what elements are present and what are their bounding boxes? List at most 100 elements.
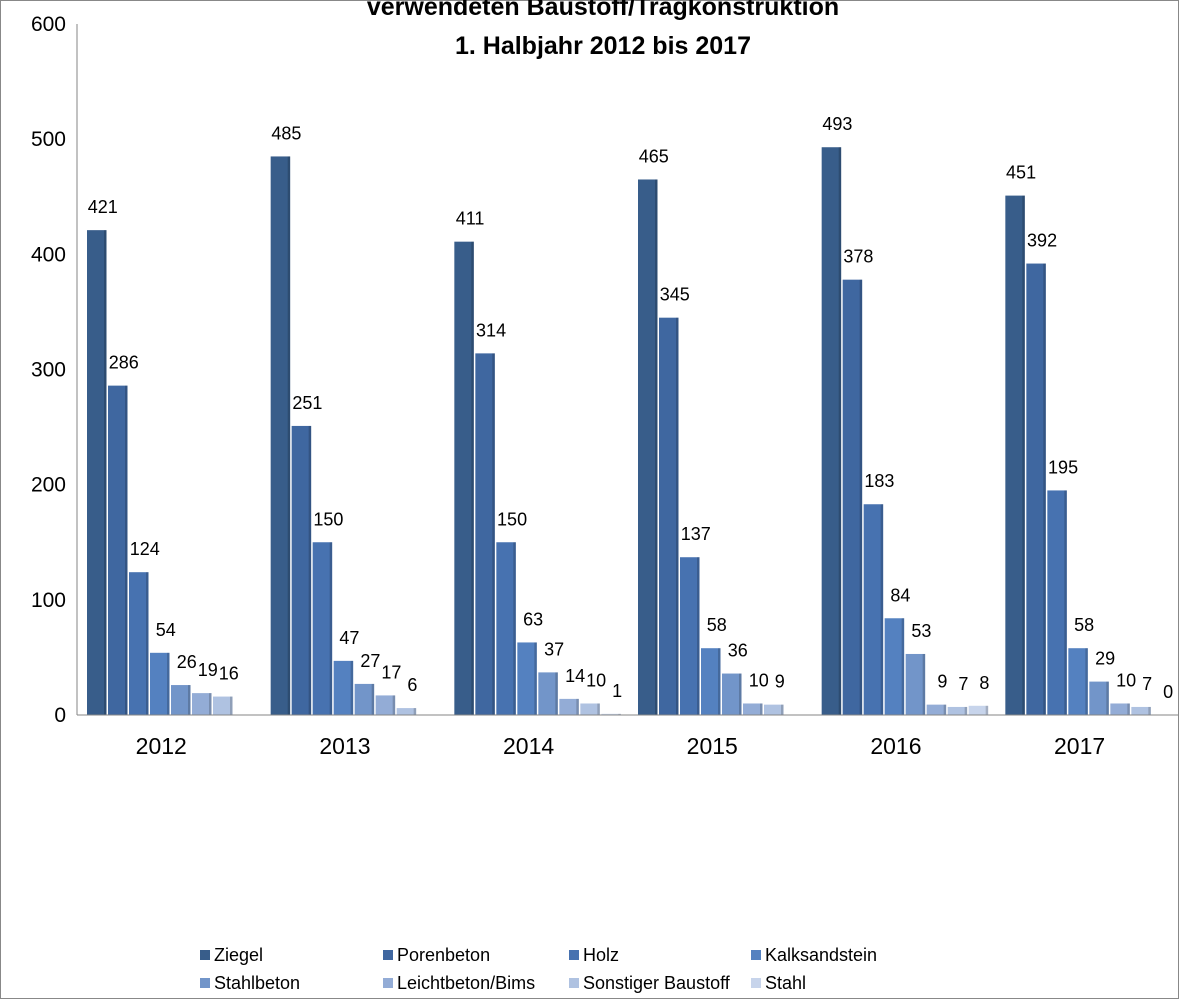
bar-shade <box>329 542 333 715</box>
data-label: 493 <box>822 114 852 134</box>
bar <box>213 696 233 715</box>
bar-shade <box>985 705 989 715</box>
bar <box>192 693 212 715</box>
data-label: 36 <box>728 641 748 661</box>
bar-shade <box>901 618 905 715</box>
x-axis-categories: 2012 2013 2014 2015 2016 2017 <box>136 733 1106 759</box>
data-label: 411 <box>456 209 485 229</box>
data-label: 137 <box>681 524 711 544</box>
legend-label: Stahl <box>765 973 806 993</box>
y-tick-label: 300 <box>31 359 66 382</box>
y-tick-label: 100 <box>31 589 66 612</box>
legend-swatch <box>383 978 393 988</box>
data-label: 183 <box>864 471 894 491</box>
bar <box>1131 706 1151 715</box>
bar-shade <box>308 425 312 715</box>
bar <box>863 504 884 715</box>
data-label: 150 <box>497 509 527 529</box>
bar-shade <box>534 642 537 715</box>
bar <box>1047 490 1067 715</box>
x-category-label: 2014 <box>503 733 554 759</box>
bar-shade <box>392 695 396 715</box>
bar-shade <box>964 706 968 715</box>
bar-shade <box>1022 195 1025 715</box>
data-label: 58 <box>1074 615 1094 635</box>
y-tick-label: 400 <box>31 243 66 266</box>
data-label: 7 <box>958 674 968 694</box>
data-label: 37 <box>544 639 564 659</box>
bar-shade <box>576 698 579 715</box>
bar-shade <box>287 156 291 716</box>
data-label: 10 <box>1116 670 1136 690</box>
bar-shade <box>104 230 107 716</box>
bar-shade <box>697 557 700 715</box>
bar <box>743 703 763 715</box>
legend-swatch <box>383 950 393 960</box>
bar <box>722 673 742 715</box>
bar <box>764 704 784 715</box>
bar <box>559 698 579 715</box>
y-tick-label: 200 <box>31 474 66 497</box>
data-label: 392 <box>1027 231 1057 251</box>
data-label: 7 <box>1142 674 1152 694</box>
data-label: 26 <box>177 652 197 672</box>
bar-shade <box>1085 648 1088 715</box>
bar-shade <box>555 672 558 715</box>
bar-shade <box>838 147 842 715</box>
bar <box>842 279 863 715</box>
data-label: 17 <box>381 662 401 682</box>
legend-swatch <box>569 978 579 988</box>
bar <box>638 179 658 716</box>
bar-shade <box>1064 490 1067 715</box>
bar-shade <box>413 708 417 715</box>
bar <box>701 648 721 715</box>
bar <box>496 542 516 715</box>
bar <box>108 385 128 715</box>
bar <box>968 705 989 715</box>
bar-shade <box>739 673 742 715</box>
data-label: 8 <box>979 673 989 693</box>
chart-title-line-1: verwendeten Baustoff/Tragkonstruktion <box>367 0 839 21</box>
data-label: 378 <box>843 247 873 267</box>
bar <box>375 695 396 715</box>
bar <box>659 317 679 715</box>
bar-series <box>87 147 1151 716</box>
bar <box>905 653 926 715</box>
data-label: 6 <box>407 675 417 695</box>
bar-shade <box>471 241 474 716</box>
legend-label: Sonstiger Baustoff <box>583 973 731 993</box>
bar-shade <box>922 653 926 715</box>
bar-shade <box>146 572 149 715</box>
bar-shade <box>859 279 863 715</box>
bar <box>947 706 968 715</box>
bar <box>150 652 170 715</box>
legend-label: Ziegel <box>214 945 263 965</box>
bar-shade <box>350 660 354 715</box>
data-label: 54 <box>156 620 176 640</box>
data-label: 9 <box>937 672 947 692</box>
data-label: 0 <box>1163 682 1173 702</box>
bar-shade <box>597 703 600 715</box>
legend-label: Leichtbeton/Bims <box>397 973 535 993</box>
bar-shade <box>167 652 170 715</box>
legend-swatch <box>200 950 210 960</box>
data-label: 286 <box>109 353 139 373</box>
bar-shade <box>781 704 784 715</box>
bar-shade <box>1106 681 1109 715</box>
bar-shade <box>718 648 721 715</box>
bar-shade <box>1127 703 1130 715</box>
x-category-label: 2012 <box>136 733 187 759</box>
bar <box>1068 648 1088 715</box>
legend-label: Holz <box>583 945 619 965</box>
bar <box>538 672 558 715</box>
bar-shade <box>188 685 191 715</box>
bar-shade <box>943 704 947 715</box>
x-category-label: 2013 <box>319 733 370 759</box>
data-label: 195 <box>1048 457 1078 477</box>
legend-swatch <box>751 950 761 960</box>
bar <box>354 683 375 715</box>
bar <box>333 660 354 715</box>
data-label: 251 <box>292 393 322 413</box>
